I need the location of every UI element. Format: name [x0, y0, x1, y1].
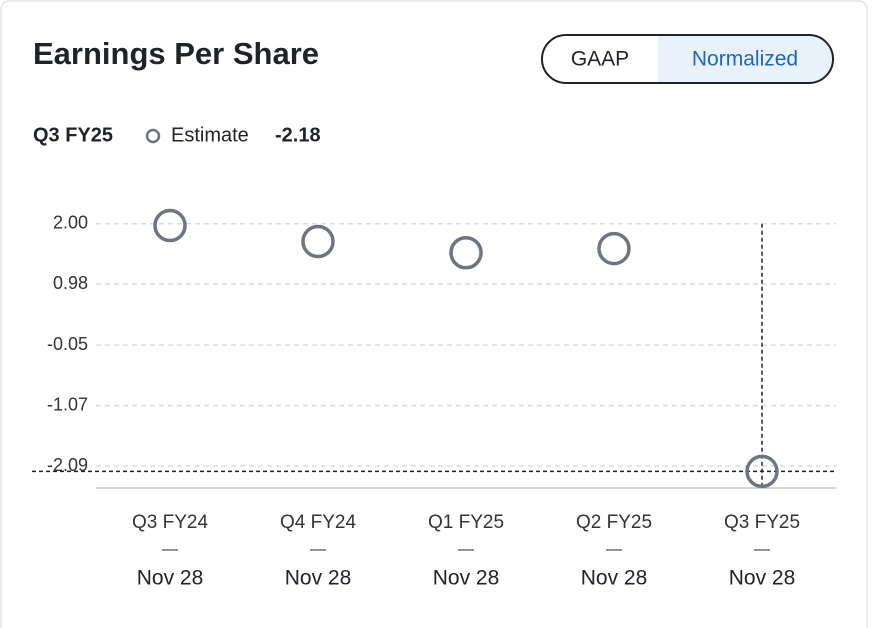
x-tick-date: Nov 28 — [285, 567, 352, 590]
point — [745, 454, 779, 489]
point — [449, 235, 483, 270]
y-tick-label: -0.05 — [47, 334, 88, 354]
point — [153, 208, 187, 243]
x-tick-period: Q2 FY25 — [576, 512, 652, 533]
y-tick-label: 0.98 — [53, 273, 88, 293]
legend-period: Q3 FY25 — [33, 124, 113, 146]
x-tick-date: Nov 28 — [729, 567, 796, 590]
point — [597, 231, 631, 266]
chart-title: Earnings Per Share — [33, 36, 319, 71]
x-tick-period: Q1 FY25 — [428, 512, 504, 533]
toggle: GAAP Normalized — [541, 34, 834, 84]
x-tick-separator: — — [606, 541, 622, 558]
x-tick-period: Q3 FY24 — [132, 512, 208, 533]
toggle-active-bg — [658, 35, 832, 83]
x-tick-separator: — — [162, 541, 178, 558]
x-tick-date: Nov 28 — [581, 567, 648, 590]
toggle-gaap[interactable]: GAAP — [571, 48, 629, 71]
x-tick-separator: — — [754, 541, 770, 558]
x-tick-separator: — — [458, 541, 474, 558]
x-tick-date: Nov 28 — [137, 567, 204, 590]
x-tick-period: Q4 FY24 — [280, 512, 356, 533]
toggle-normalized[interactable]: Normalized — [692, 48, 798, 71]
legend-marker — [145, 128, 161, 144]
x-tick-date: Nov 28 — [433, 567, 500, 590]
x-tick-separator: — — [310, 541, 326, 558]
y-tick-label: -2.09 — [47, 455, 88, 475]
x-tick-period: Q3 FY25 — [724, 512, 800, 533]
legend-value: -2.18 — [275, 124, 321, 146]
y-tick-label: 2.00 — [53, 212, 88, 232]
toggle-border — [541, 34, 834, 84]
point — [301, 224, 335, 259]
y-tick-label: -1.07 — [47, 394, 88, 414]
legend-label: Estimate — [171, 124, 249, 146]
